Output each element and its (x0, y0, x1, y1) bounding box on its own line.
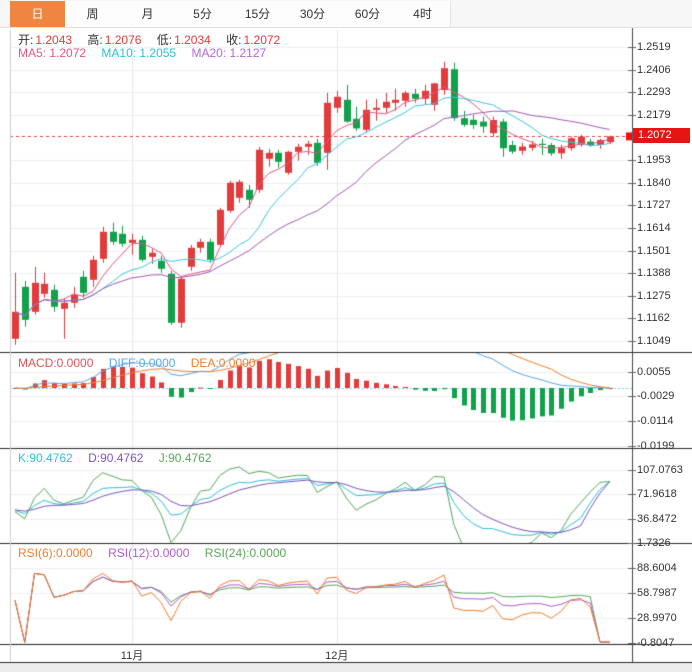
y-axis-tick: 1.2293 (637, 86, 671, 99)
ohlc-legend: 开: 1.2043 高: 1.2076 低: 1.2034 收: 1.2072 (18, 31, 292, 48)
y-axis-tick: -0.0199 (637, 439, 675, 452)
rsi6-value: RSI(6):0.0000 (18, 546, 93, 560)
current-price-marker: 1.2072 (633, 128, 690, 144)
tab-5分[interactable]: 5分 (175, 1, 231, 27)
rsi12-value: RSI(12):0.0000 (108, 546, 190, 560)
y-axis-tick: 88.6004 (637, 562, 677, 574)
y-axis-tick: 1.1501 (637, 244, 671, 257)
tab-日[interactable]: 日 (10, 1, 66, 27)
ma-legend: MA5: 1.2072 MA10: 1.2055 MA20: 1.2127 (18, 46, 278, 60)
diff-value: DIFF:0.0000 (108, 356, 176, 370)
y-axis-tick: -0.8047 (637, 637, 675, 649)
rsi-legend: RSI(6):0.0000 RSI(12):0.0000 RSI(24):0.0… (18, 546, 298, 560)
ma10-legend: MA10: 1.2055 (101, 46, 177, 60)
tab-60分[interactable]: 60分 (340, 1, 396, 27)
y-axis-tick: -0.0114 (637, 415, 674, 428)
y-axis-tick: 1.1614 (637, 222, 671, 234)
y-axis-tick: 1.1953 (637, 154, 671, 167)
y-axis-tick: 28.9970 (637, 612, 677, 624)
k-value: K:90.4762 (18, 451, 73, 465)
tab-周[interactable]: 周 (65, 1, 121, 27)
y-axis-tick: -0.0029 (637, 390, 675, 403)
close-label: 收: (226, 33, 242, 47)
macd-legend: MACD:0.0000 DIFF:0.0000 DEA:0.0000 (18, 356, 267, 370)
y-axis-tick: 58.7987 (637, 587, 677, 599)
ma5-legend: MA5: 1.2072 (18, 46, 87, 60)
close-value: 1.2072 (243, 33, 281, 47)
chart-canvas[interactable] (0, 28, 692, 672)
y-axis-tick: 71.9618 (637, 488, 677, 501)
y-axis-tick: 1.1049 (637, 335, 671, 347)
y-axis-tick: 1.7326 (637, 536, 671, 549)
macd-value: MACD:0.0000 (18, 356, 94, 370)
high-value: 1.2076 (104, 33, 142, 47)
kdj-legend: K:90.4762 D:90.4762 J:90.4762 (18, 451, 224, 465)
y-axis-tick: 1.1275 (637, 289, 671, 302)
open-label: 开: (18, 33, 34, 47)
y-axis-tick: 0.0055 (637, 366, 671, 379)
timeframe-toolbar: 日周月 5分 15分 30分 60分 4时 (0, 0, 692, 28)
j-value: J:90.4762 (158, 451, 212, 465)
y-axis-tick: 36.8472 (637, 512, 677, 525)
tab-4时[interactable]: 4时 (395, 1, 451, 27)
dea-value: DEA:0.0000 (190, 356, 256, 370)
tab-15分[interactable]: 15分 (230, 1, 286, 27)
y-axis-tick: 1.1388 (637, 267, 671, 280)
tab-月[interactable]: 月 (120, 1, 176, 27)
low-value: 1.2034 (174, 33, 211, 47)
ma20-legend: MA20: 1.2127 (191, 46, 267, 60)
d-value: D:90.4762 (88, 451, 144, 465)
low-label: 低: (156, 33, 173, 47)
y-axis-tick: 1.2179 (637, 109, 671, 121)
y-axis-tick: 107.0763 (637, 464, 683, 476)
y-axis-tick: 1.1727 (637, 199, 671, 212)
open-value: 1.2043 (35, 33, 73, 47)
y-axis-tick: 1.1162 (637, 312, 670, 325)
x-axis-tick: 11月 (120, 650, 144, 662)
tab-30分[interactable]: 30分 (285, 1, 341, 27)
y-axis-tick: 1.1840 (637, 176, 671, 189)
y-axis-tick: 1.2519 (637, 41, 671, 53)
x-axis-tick: 12月 (325, 650, 349, 662)
rsi24-value: RSI(24):0.0000 (204, 546, 287, 560)
y-axis-tick: 1.2406 (637, 63, 671, 76)
high-label: 高: (87, 33, 103, 47)
